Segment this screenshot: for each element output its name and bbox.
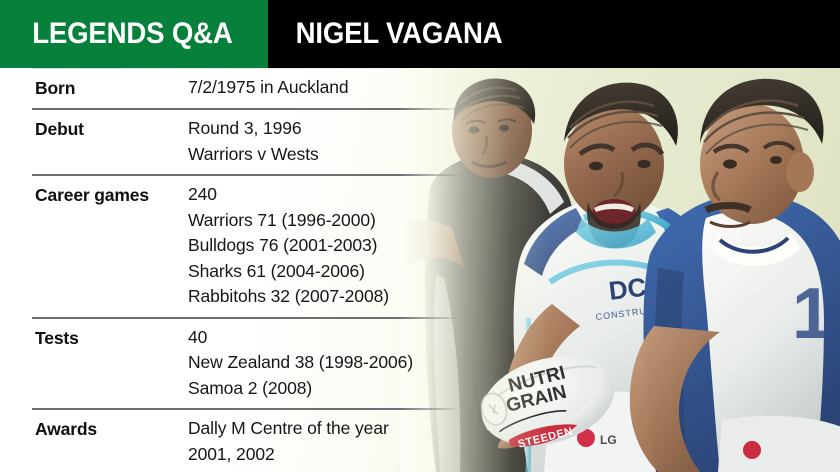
player-front: 1 [629,78,840,472]
header-series-block: LEGENDS Q&A [0,0,268,68]
player-stats-table: Born 7/2/1975 in Auckland Debut Round 3,… [0,68,470,472]
divider [32,316,460,319]
row-values: Dally M Centre of the year 2001, 2002 [188,416,389,467]
player-name-title: NIGEL VAGANA [295,17,503,50]
row-values: 7/2/1975 in Auckland [188,75,349,101]
player-photo-montage: DCO CONSTRUCTIONS LG [400,68,840,472]
divider [32,174,460,176]
table-row: Career games 240 Warriors 71 (1996-2000)… [0,176,470,317]
row-value-line: Warriors v Wests [188,143,319,164]
row-value-line: New Zealand 38 (1998-2006) [188,352,414,372]
header-name-block: NIGEL VAGANA [268,0,840,68]
row-value-line: 40 [188,326,208,347]
row-value-line: Warriors 71 (1996-2000) [188,209,376,230]
row-value-line: 7/2/1975 in Auckland [188,77,349,97]
divider [32,408,460,410]
row-value-line: 2001, 2002 [188,443,275,464]
shorts-sponsor-text: LG [600,433,617,447]
row-value-line: 240 [188,184,217,204]
row-label: Debut [35,119,84,139]
row-value-line: Bulldogs 76 (2001-2003) [188,235,378,255]
row-value-line: Round 3, 1996 [188,118,302,138]
header-bar: LEGENDS Q&A NIGEL VAGANA [0,0,840,68]
row-label: Career games [35,185,149,205]
table-row: Tests 40 New Zealand 38 (1998-2006) Samo… [0,319,470,409]
divider [32,108,460,110]
divider-top [32,68,460,69]
jersey-number-text: 1 [792,274,832,354]
row-value-line: Dally M Centre of the year [188,418,389,438]
row-value-line: Sharks 61 (2004-2006) [188,260,365,281]
series-title: LEGENDS Q&A [32,17,233,50]
table-row: Awards Dally M Centre of the year 2001, … [0,410,470,472]
row-label: Tests [35,327,79,348]
row-label: Awards [35,419,97,439]
row-values: 40 New Zealand 38 (1998-2006) Samoa 2 (2… [188,325,413,402]
row-label: Born [35,78,76,98]
row-value-line: Rabbitohs 32 (2007-2008) [188,286,389,306]
row-value-line: Samoa 2 (2008) [188,377,313,398]
row-values: Round 3, 1996 Warriors v Wests [188,116,319,167]
row-values: 240 Warriors 71 (1996-2000) Bulldogs 76 … [188,182,389,310]
table-row: Debut Round 3, 1996 Warriors v Wests [0,110,470,174]
table-row: Born 7/2/1975 in Auckland [0,69,470,108]
